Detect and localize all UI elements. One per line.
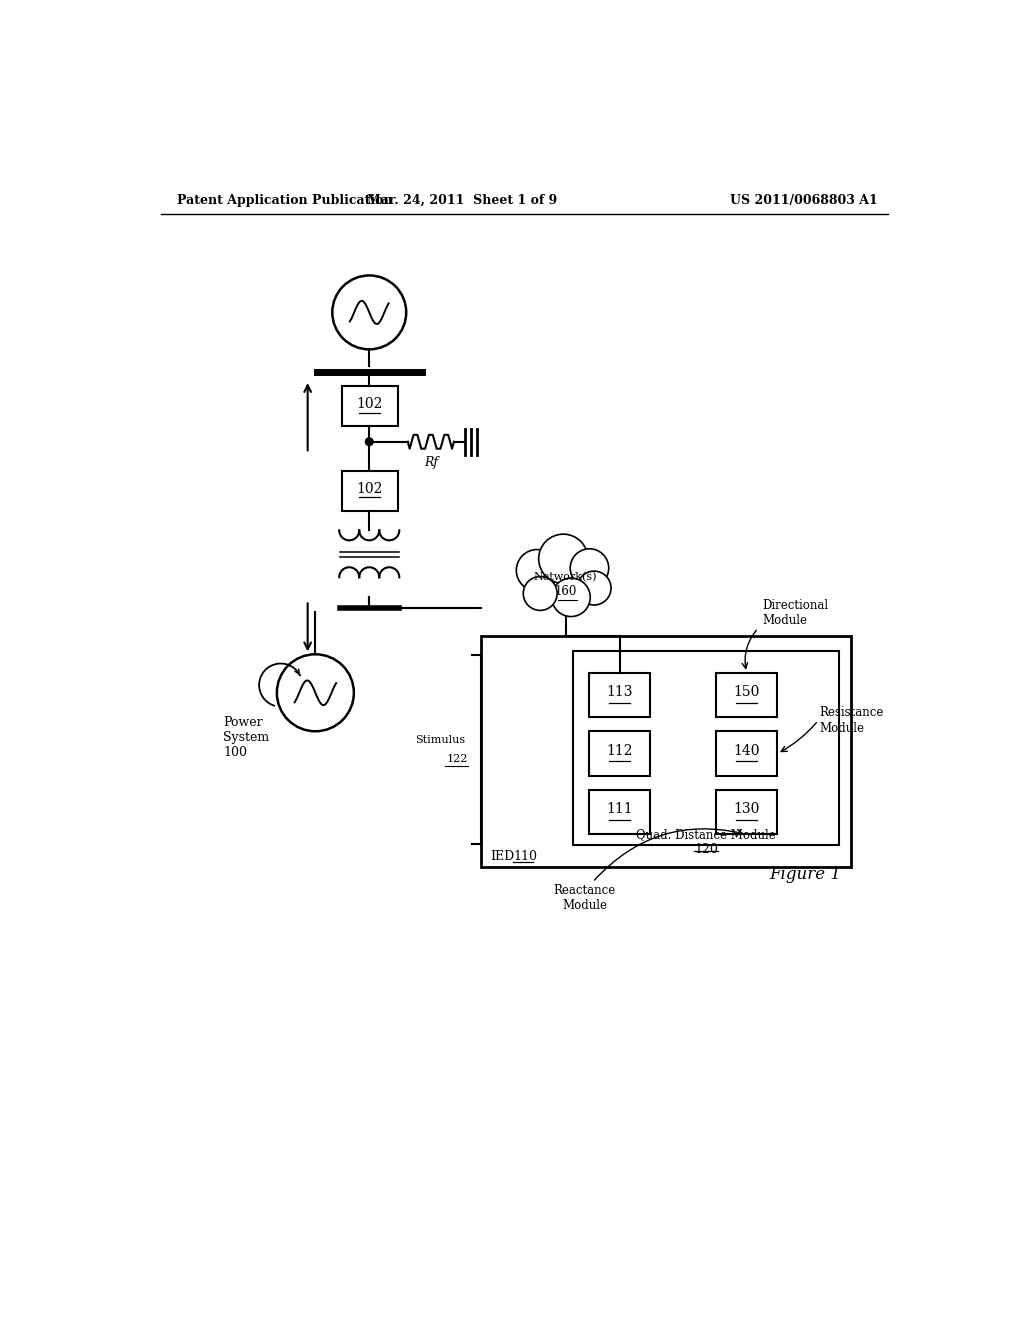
FancyBboxPatch shape: [573, 651, 839, 845]
FancyBboxPatch shape: [716, 673, 777, 718]
FancyBboxPatch shape: [716, 731, 777, 776]
Text: Resistance
Module: Resistance Module: [819, 706, 884, 734]
Text: US 2011/0068803 A1: US 2011/0068803 A1: [730, 194, 878, 207]
Text: 102: 102: [356, 482, 383, 496]
Text: Network(s): Network(s): [534, 572, 597, 582]
Text: 112: 112: [606, 743, 633, 758]
Circle shape: [570, 549, 608, 587]
FancyBboxPatch shape: [589, 789, 650, 834]
Text: Power
System
100: Power System 100: [223, 715, 269, 759]
Text: 110: 110: [513, 850, 538, 862]
FancyBboxPatch shape: [342, 471, 397, 511]
FancyBboxPatch shape: [716, 789, 777, 834]
FancyBboxPatch shape: [342, 387, 397, 426]
Text: Reactance
Module: Reactance Module: [554, 883, 616, 912]
Circle shape: [578, 572, 611, 605]
Text: 102: 102: [356, 397, 383, 411]
Text: 120: 120: [694, 843, 718, 855]
Circle shape: [516, 549, 558, 591]
Text: Mar. 24, 2011  Sheet 1 of 9: Mar. 24, 2011 Sheet 1 of 9: [367, 194, 557, 207]
FancyBboxPatch shape: [589, 673, 650, 718]
Circle shape: [552, 578, 590, 616]
Text: 130: 130: [733, 803, 760, 816]
Text: 160: 160: [554, 585, 577, 598]
Text: 150: 150: [733, 685, 760, 700]
Text: Rf: Rf: [424, 455, 438, 469]
Text: 111: 111: [606, 803, 633, 816]
Circle shape: [523, 577, 557, 610]
Text: 113: 113: [606, 685, 633, 700]
Text: 140: 140: [733, 743, 760, 758]
Text: Stimulus: Stimulus: [416, 735, 466, 744]
Text: IED: IED: [490, 850, 514, 862]
Circle shape: [366, 438, 373, 446]
FancyBboxPatch shape: [589, 731, 650, 776]
FancyBboxPatch shape: [481, 636, 851, 867]
Text: Patent Application Publication: Patent Application Publication: [177, 194, 392, 207]
Text: Directional
Module: Directional Module: [762, 599, 828, 627]
Text: Quad. Distance Module: Quad. Distance Module: [636, 828, 776, 841]
Text: Figure 1: Figure 1: [770, 866, 842, 883]
Circle shape: [539, 535, 588, 583]
Text: 122: 122: [446, 754, 468, 763]
